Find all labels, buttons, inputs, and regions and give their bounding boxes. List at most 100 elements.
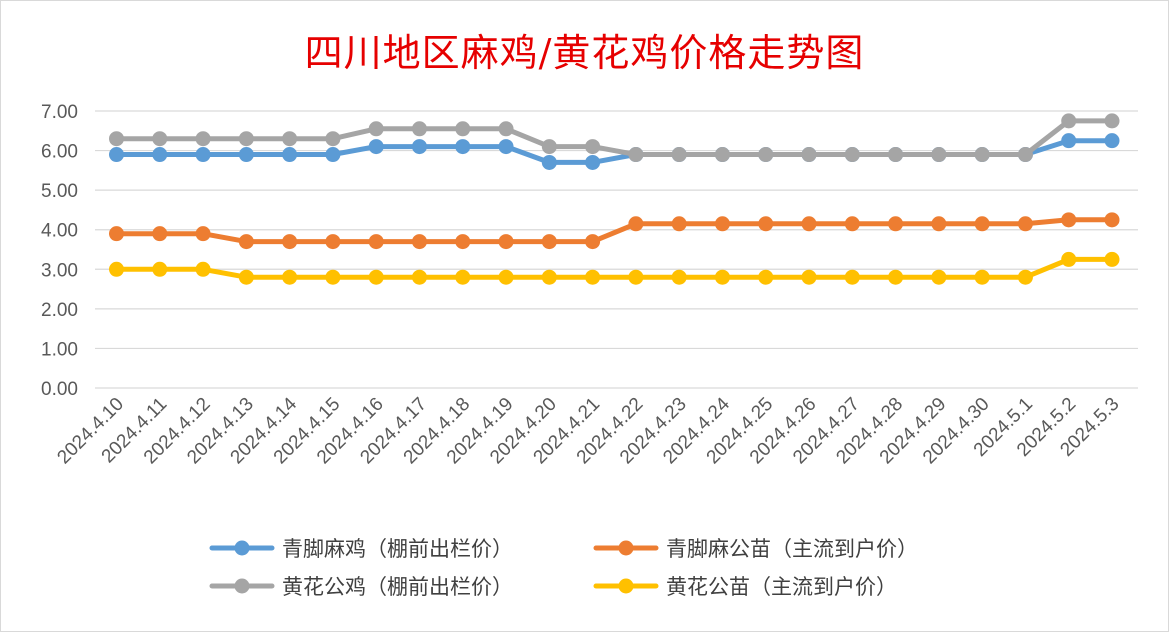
data-point [714, 216, 730, 232]
data-point [238, 234, 254, 250]
data-point [282, 147, 298, 163]
data-point [368, 139, 384, 155]
data-point [714, 269, 730, 285]
data-point [498, 269, 514, 285]
data-point [238, 131, 254, 147]
data-point [1061, 251, 1077, 267]
data-point [758, 147, 774, 163]
data-point [282, 131, 298, 147]
data-point [195, 131, 211, 147]
data-point [109, 261, 124, 277]
data-point [325, 234, 341, 250]
legend-item: 青脚麻鸡（棚前出栏价） [209, 537, 513, 561]
legend: 青脚麻鸡（棚前出栏价） 青脚麻公苗（主流到户价） 黄花公鸡（棚前出栏价） 黄花公苗（主… [209, 537, 918, 599]
data-point [195, 261, 211, 277]
data-point [758, 216, 774, 232]
legend-label: 黄花公鸡（棚前出栏价） [282, 575, 513, 599]
data-point [585, 234, 601, 250]
data-point [455, 139, 471, 155]
data-point [541, 234, 557, 250]
legend-swatch-marker [234, 540, 250, 556]
legend-label: 青脚麻鸡（棚前出栏价） [282, 537, 513, 561]
data-point [195, 226, 211, 242]
data-point [109, 131, 124, 147]
y-tick-label: 4.00 [41, 221, 78, 242]
data-point [671, 216, 687, 232]
data-point [325, 147, 341, 163]
data-point [498, 121, 514, 137]
data-point [152, 226, 168, 242]
y-tick-label: 0.00 [41, 379, 78, 400]
data-point [498, 234, 514, 250]
data-point [758, 269, 774, 285]
y-tick-label: 1.00 [41, 339, 78, 360]
y-axis-ticks: 0.00 1.00 2.00 3.00 4.00 5.00 6.00 7.00 [41, 102, 78, 400]
data-point [931, 269, 947, 285]
series-line [114, 118, 1115, 157]
data-point [628, 216, 644, 232]
data-point [282, 234, 298, 250]
data-point [411, 269, 427, 285]
legend-item: 黄花公鸡（棚前出栏价） [209, 575, 513, 599]
data-point [282, 269, 298, 285]
data-point [1104, 212, 1120, 228]
data-point [844, 216, 860, 232]
data-point [368, 234, 384, 250]
data-point [325, 131, 341, 147]
data-point [628, 269, 644, 285]
data-point [455, 269, 471, 285]
data-point [931, 147, 947, 163]
data-point [1017, 216, 1033, 232]
data-point [974, 269, 990, 285]
data-point [455, 121, 471, 137]
series-line [114, 217, 1115, 245]
legend-item: 黄花公苗（主流到户价） [593, 575, 897, 599]
data-point [974, 216, 990, 232]
data-point [455, 234, 471, 250]
series-layer [109, 113, 1120, 285]
data-point [368, 121, 384, 137]
data-point [238, 147, 254, 163]
data-point [888, 216, 904, 232]
data-point [931, 216, 947, 232]
data-point [368, 269, 384, 285]
data-point [152, 147, 168, 163]
x-axis-ticks: 2024.4.102024.4.112024.4.122024.4.132024… [53, 393, 1123, 468]
data-point [801, 269, 817, 285]
data-point [585, 269, 601, 285]
data-point [109, 147, 124, 163]
data-point [498, 139, 514, 155]
y-tick-label: 7.00 [41, 102, 78, 123]
data-point [844, 147, 860, 163]
data-point [671, 269, 687, 285]
legend-swatch-marker [618, 578, 634, 594]
series-4 [109, 251, 1120, 285]
data-point [238, 269, 254, 285]
data-point [541, 269, 557, 285]
data-point [974, 147, 990, 163]
legend-swatch-marker [234, 578, 250, 594]
data-point [152, 261, 168, 277]
legend-swatch-marker [618, 540, 634, 556]
data-point [325, 269, 341, 285]
data-point [1017, 147, 1033, 163]
legend-item: 青脚麻公苗（主流到户价） [593, 537, 918, 561]
data-point [541, 154, 557, 170]
series-line [114, 256, 1115, 280]
data-point [628, 147, 644, 163]
series-3 [109, 113, 1120, 163]
data-point [888, 269, 904, 285]
data-point [671, 147, 687, 163]
data-point [1104, 251, 1120, 267]
data-point [801, 147, 817, 163]
data-point [1061, 212, 1077, 228]
y-tick-label: 6.00 [41, 142, 78, 163]
data-point [888, 147, 904, 163]
legend-label: 青脚麻公苗（主流到户价） [666, 537, 918, 561]
data-point [844, 269, 860, 285]
data-point [1061, 133, 1077, 149]
data-point [411, 139, 427, 155]
data-point [1104, 113, 1120, 129]
